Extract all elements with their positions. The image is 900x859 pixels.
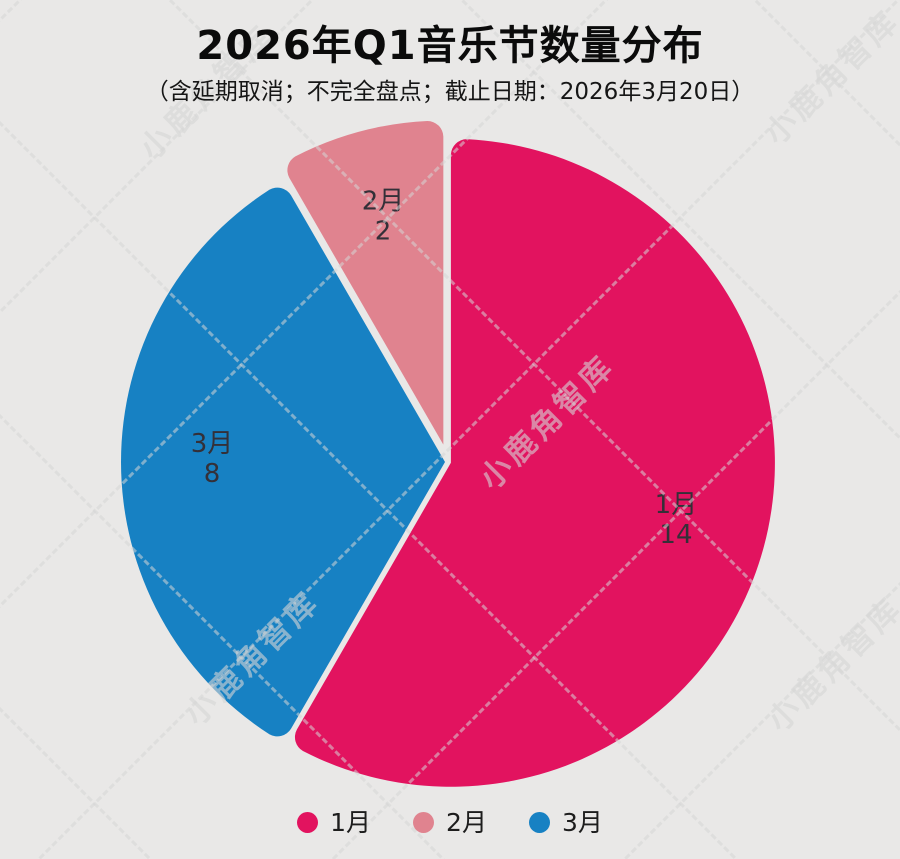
pie-slice-2月[interactable] — [287, 121, 444, 445]
pie-slice-1月[interactable] — [294, 139, 775, 787]
legend-item-3月[interactable]: 3月 — [528, 807, 603, 837]
legend-item-1月[interactable]: 1月 — [297, 810, 371, 835]
legend-swatch-icon — [413, 811, 435, 833]
legend-swatch-icon — [297, 811, 319, 833]
chart-legend: 1月 2月 3月 — [0, 800, 900, 844]
legend-label: 3月 — [561, 807, 603, 837]
pie-slice-3月[interactable] — [121, 187, 445, 737]
slice-label-3月: 3月 8 — [191, 429, 234, 489]
legend-item-2月[interactable]: 2月 — [413, 810, 487, 835]
chart-title: 2026年Q1音乐节数量分布 — [196, 23, 704, 69]
legend-label: 2月 — [446, 807, 487, 837]
slice-label-1月: 1月 14 — [655, 490, 698, 550]
chart-header: 2026年Q1音乐节数量分布 （含延期取消；不完全盘点；截止日期：2026年3月… — [0, 0, 900, 106]
slice-label-2月: 2月 2 — [362, 187, 405, 247]
chart-subtitle: （含延期取消；不完全盘点；截止日期：2026年3月20日） — [145, 79, 755, 105]
legend-swatch-icon — [528, 811, 550, 833]
legend-label: 1月 — [330, 807, 372, 837]
